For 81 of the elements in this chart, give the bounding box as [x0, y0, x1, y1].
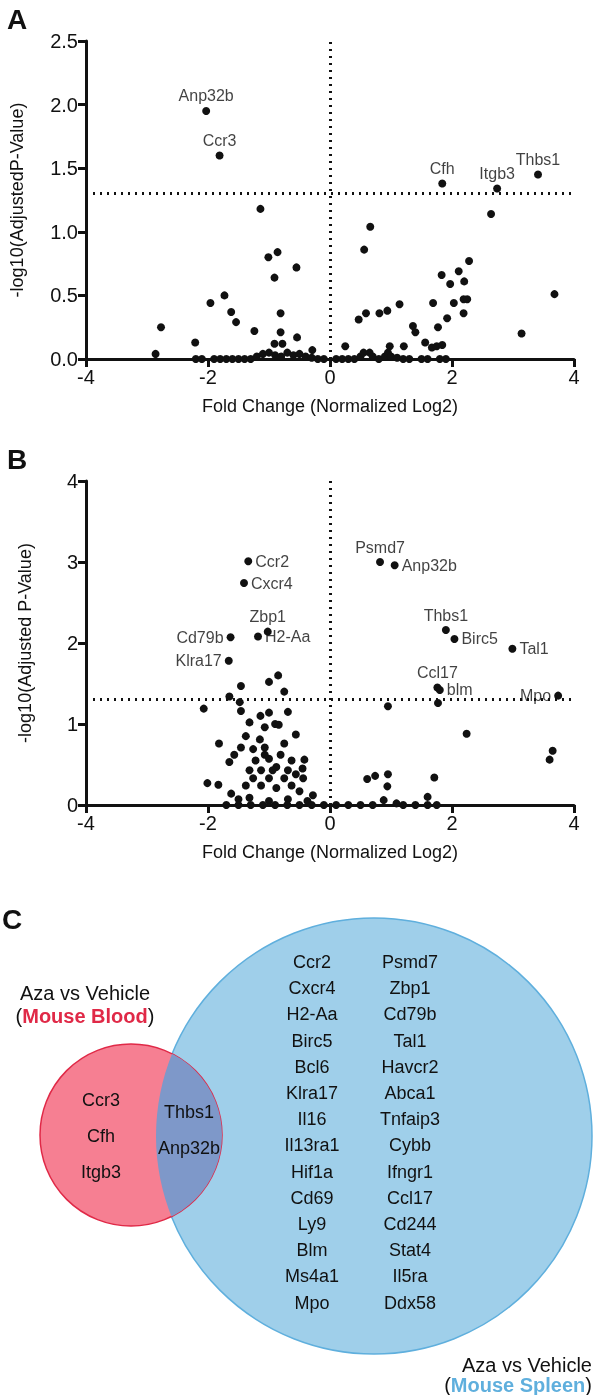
y-tick-label: 1.5 — [50, 157, 78, 180]
annotation: Ccr2 — [255, 552, 290, 570]
annotation: Itgb3 — [479, 165, 516, 183]
text: Thbs1 — [163, 1102, 215, 1122]
text: Aza vs Vehicle — [19, 982, 151, 1004]
text: Ccr3 — [81, 1090, 121, 1110]
x-tick-label: -2 — [199, 812, 217, 834]
annotation: Thbs1 — [423, 606, 469, 624]
text: Tal1 — [393, 1030, 427, 1051]
text: Cfh — [86, 1126, 116, 1146]
text: Aza vs Vehicle — [461, 1354, 592, 1376]
text: Cybb — [388, 1135, 432, 1156]
text: Ccr2 — [292, 952, 332, 972]
text: Ifngr1 — [386, 1161, 434, 1182]
text: Tnfaip3 — [379, 1109, 441, 1130]
x-tick-label: -4 — [77, 366, 95, 388]
y-tick-label: 1.0 — [50, 220, 78, 243]
x-tick-label: 2 — [446, 366, 458, 388]
chart-title: B — [7, 443, 28, 475]
text: Cxcr4 — [288, 978, 336, 999]
annotation: Thbs1 — [515, 151, 561, 169]
y-tick-label: 0.5 — [50, 284, 78, 307]
annotation: blm — [446, 681, 473, 699]
x-axis-title: Fold Change (Normalized Log2) — [201, 396, 459, 416]
x-tick-label: 4 — [568, 366, 580, 388]
text: Havcr2 — [381, 1056, 439, 1077]
annotation: Psmd7 — [355, 538, 406, 556]
text: Mpo — [294, 1292, 330, 1313]
chart-title: A — [7, 3, 28, 35]
x-tick-label: 0 — [324, 366, 336, 388]
text: Cd244 — [383, 1214, 437, 1234]
x-tick-label: 0 — [324, 812, 336, 834]
text: Klra17 — [285, 1083, 339, 1103]
x-tick-label: 4 — [568, 812, 580, 834]
x-axis-title: Fold Change (Normalized Log2) — [201, 842, 459, 862]
text: Birc5 — [291, 1030, 333, 1051]
y-tick-label: 0.0 — [50, 348, 78, 370]
text: Cd79b — [383, 1004, 437, 1025]
y-tick-label: 1 — [66, 713, 78, 735]
x-tick-label: -2 — [199, 366, 217, 388]
text: Abca1 — [384, 1083, 436, 1103]
y-tick-label: 0 — [66, 794, 78, 816]
text: Il16 — [297, 1109, 327, 1130]
text: Ly9 — [297, 1214, 327, 1234]
text: Zbp1 — [389, 978, 431, 999]
text: Il13ra1 — [284, 1135, 340, 1156]
text: Il5ra — [392, 1266, 429, 1287]
y-tick-label: 2 — [66, 632, 78, 654]
annotation: Ccr3 — [202, 131, 237, 149]
text: H2-Aa — [286, 1004, 339, 1025]
y-tick-label: 2.0 — [50, 93, 78, 116]
annotation: Tal1 — [519, 640, 549, 658]
y-tick-label: 4 — [66, 470, 78, 492]
text: Ccl17 — [386, 1187, 434, 1208]
text: C — [2, 904, 23, 935]
y-tick-label: 2.5 — [50, 30, 78, 52]
y-tick-label: 3 — [66, 551, 78, 573]
text: Anp32b — [157, 1138, 221, 1158]
annotation: Zbp1 — [249, 608, 287, 626]
annotation: Cxcr4 — [250, 574, 293, 592]
annotation: Klra17 — [175, 652, 222, 670]
text: Ms4a1 — [284, 1266, 340, 1287]
text: Bcl6 — [294, 1056, 330, 1077]
text: Psmd7 — [381, 952, 439, 972]
annotation: Cd79b — [176, 628, 224, 646]
text: Cd69 — [290, 1187, 334, 1208]
text: Itgb3 — [80, 1162, 122, 1182]
text: Ddx58 — [383, 1292, 437, 1313]
annotation: Anp32b — [401, 556, 457, 574]
y-axis-title: -log10(AdjustedP-Value) — [7, 102, 27, 298]
annotation: Birc5 — [461, 630, 498, 648]
text: Stat4 — [388, 1240, 432, 1261]
text: (Mouse Blood) — [15, 1005, 155, 1027]
text: Hif1a — [290, 1161, 334, 1182]
annotation: Ccl17 — [416, 664, 458, 682]
annotation: Anp32b — [178, 87, 234, 105]
x-tick-label: -4 — [77, 812, 95, 834]
text: Blm — [296, 1240, 328, 1261]
y-axis-title: -log10(Adjusted P-Value) — [15, 543, 35, 743]
x-tick-label: 2 — [446, 812, 458, 834]
annotation: Cfh — [429, 159, 455, 177]
